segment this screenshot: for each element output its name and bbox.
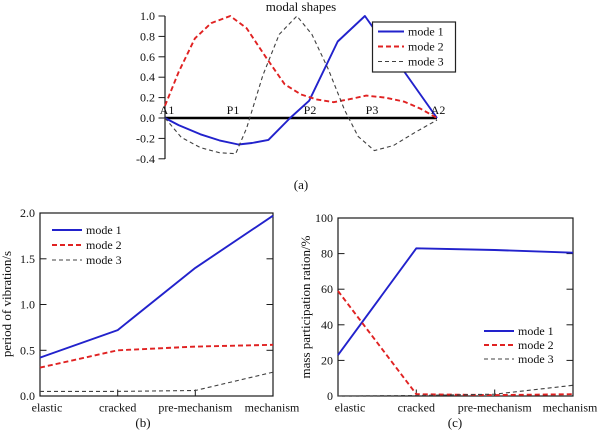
svg-text:elastic: elastic: [32, 401, 63, 415]
svg-text:0.4: 0.4: [140, 70, 155, 84]
svg-text:1.0: 1.0: [20, 298, 35, 312]
panel-b-y-axis-label: period of vibration/s: [0, 251, 14, 357]
legend-label-mode1: mode 1: [408, 25, 444, 39]
node-label-p2: P2: [304, 103, 317, 117]
series-line-mode1: [337, 247, 574, 356]
panel-a-y-ticks: [158, 15, 165, 160]
svg-text:0.8: 0.8: [140, 29, 155, 43]
legend-label-mode2: mode 2: [408, 40, 444, 54]
series-line-mode1: [164, 15, 438, 146]
caption-b: (b): [135, 415, 150, 430]
svg-text:elastic: elastic: [335, 401, 366, 415]
panel-c-series-lines: [337, 247, 574, 397]
svg-text:pre-mechanism: pre-mechanism: [158, 401, 233, 415]
svg-text:0.2: 0.2: [140, 91, 155, 105]
caption-a: (a): [294, 177, 308, 192]
series-line-mode2: [39, 343, 274, 369]
legend-label-mode3: mode 3: [86, 253, 122, 267]
svg-text:mechanism: mechanism: [245, 401, 300, 415]
legend-label-mode2: mode 2: [518, 338, 554, 352]
panel-c-y-tick-labels: 0 20 40 60 80 100: [315, 211, 333, 403]
panel-c-category-labels: elastic cracked pre-mechanism mechanism: [335, 401, 598, 415]
series-line-mode3: [164, 15, 438, 155]
svg-text:0.6: 0.6: [140, 50, 155, 64]
panel-c: 0 20 40 60 80 100 elastic cracked pre-me…: [298, 211, 598, 430]
series-line-mode1: [39, 214, 274, 359]
node-label-a1: A1: [160, 103, 175, 117]
svg-text:-0.2: -0.2: [136, 131, 155, 145]
svg-text:cracked: cracked: [398, 401, 435, 415]
panel-c-y-axis-label: mass participation ration/%: [298, 235, 313, 378]
svg-text:mechanism: mechanism: [543, 401, 598, 415]
legend-label-mode3: mode 3: [408, 55, 444, 69]
legend-label-mode2: mode 2: [86, 238, 122, 252]
legend-label-mode1: mode 1: [86, 223, 122, 237]
panel-b-y-ticks: [40, 258, 273, 351]
svg-text:2.0: 2.0: [20, 206, 35, 220]
series-line-mode2: [337, 290, 574, 397]
svg-text:0.0: 0.0: [140, 111, 155, 125]
panel-b-plot-box: [39, 212, 274, 397]
panel-a-series-lines: [164, 15, 438, 155]
panel-a-legend: mode 1 mode 2 mode 3: [371, 21, 457, 73]
svg-text:-0.4: -0.4: [136, 152, 155, 166]
panel-a-title: modal shapes: [266, 0, 336, 14]
panel-c-plot-box: [337, 217, 574, 397]
caption-c: (c): [448, 415, 462, 430]
svg-text:20: 20: [321, 353, 333, 367]
svg-text:40: 40: [321, 318, 333, 332]
svg-text:60: 60: [321, 282, 333, 296]
panel-a-node-labels: A1 P1 P2 P3 A2: [160, 103, 446, 117]
panel-b-legend: mode 1 mode 2 mode 3: [52, 223, 122, 267]
series-line-mode3: [337, 384, 574, 397]
svg-text:pre-mechanism: pre-mechanism: [458, 401, 533, 415]
series-line-mode3: [40, 371, 274, 392]
svg-text:80: 80: [321, 247, 333, 261]
node-label-p1: P1: [227, 103, 240, 117]
svg-text:0.5: 0.5: [20, 343, 35, 357]
node-label-p3: P3: [366, 103, 379, 117]
panel-a-y-tick-labels: -0.4 -0.2 0.0 0.2 0.4 0.6 0.8 1.0: [136, 9, 155, 166]
svg-text:cracked: cracked: [99, 401, 136, 415]
svg-text:100: 100: [315, 211, 333, 225]
panel-b-category-labels: elastic cracked pre-mechanism mechanism: [32, 401, 300, 415]
panel-b-series-lines: [39, 214, 274, 392]
panel-a: modal shapes -0.4 -0.2 0.0 0.2 0.4 0.6 0…: [136, 0, 457, 192]
panel-b: 0.0 0.5 1.0 1.5 2.0 elastic cracked pre-…: [0, 206, 300, 430]
panel-c-legend: mode 1 mode 2 mode 3: [484, 324, 554, 366]
node-label-a2: A2: [431, 103, 446, 117]
svg-text:1.5: 1.5: [20, 252, 35, 266]
svg-text:0.0: 0.0: [20, 389, 35, 403]
svg-text:0: 0: [327, 389, 333, 403]
legend-label-mode1: mode 1: [518, 324, 554, 338]
legend-label-mode3: mode 3: [518, 352, 554, 366]
svg-text:1.0: 1.0: [140, 9, 155, 23]
panel-b-y-tick-labels: 0.0 0.5 1.0 1.5 2.0: [20, 206, 35, 403]
series-line-mode2: [164, 15, 438, 119]
